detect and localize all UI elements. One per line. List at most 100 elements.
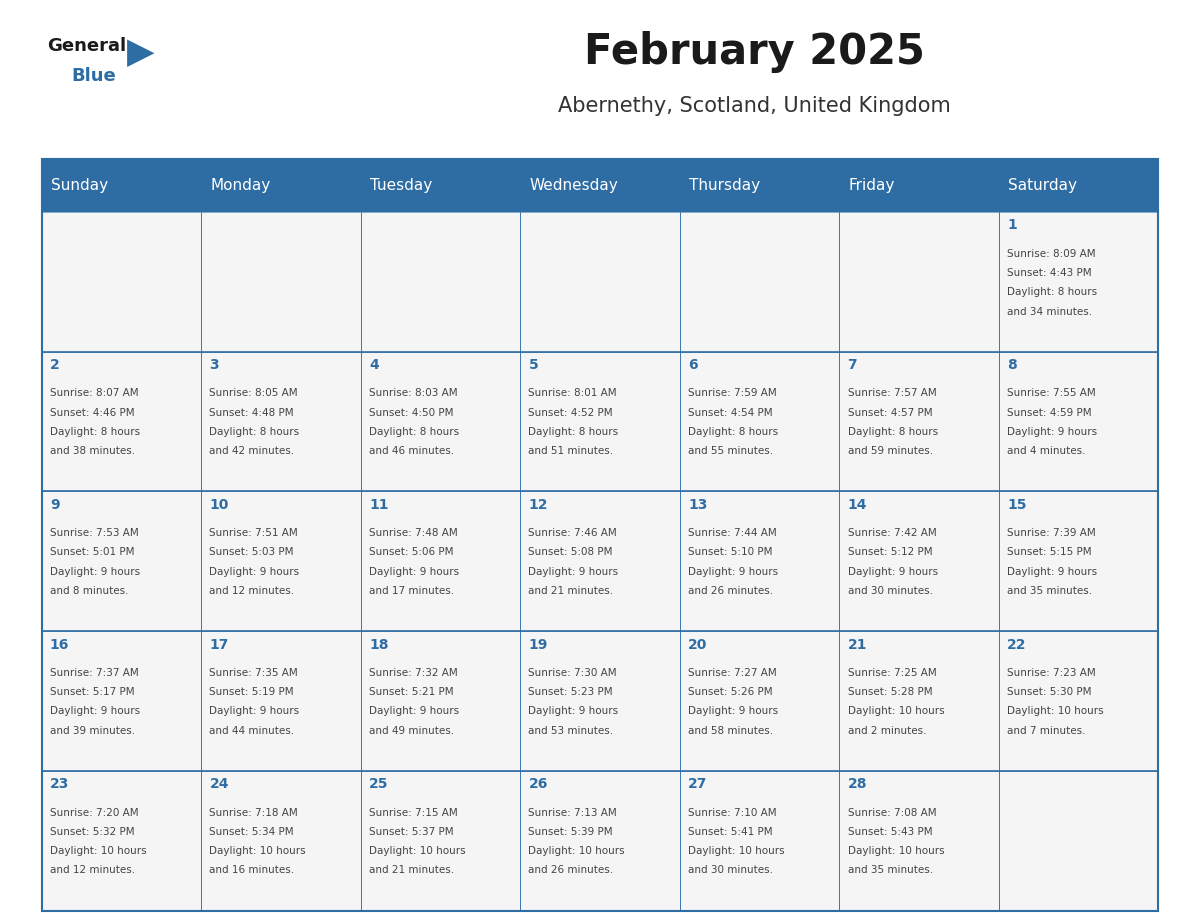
Text: 16: 16 <box>50 638 69 652</box>
Text: Daylight: 10 hours: Daylight: 10 hours <box>369 846 466 856</box>
Text: Daylight: 10 hours: Daylight: 10 hours <box>847 846 944 856</box>
Text: and 39 minutes.: and 39 minutes. <box>50 726 135 735</box>
Text: and 8 minutes.: and 8 minutes. <box>50 586 128 596</box>
Text: 28: 28 <box>847 778 867 791</box>
Text: Sunrise: 7:44 AM: Sunrise: 7:44 AM <box>688 528 777 538</box>
Text: Saturday: Saturday <box>1009 178 1078 193</box>
Text: Sunset: 5:10 PM: Sunset: 5:10 PM <box>688 547 772 557</box>
Text: Tuesday: Tuesday <box>371 178 432 193</box>
Text: Daylight: 9 hours: Daylight: 9 hours <box>1007 427 1098 437</box>
Text: Sunrise: 7:32 AM: Sunrise: 7:32 AM <box>369 668 457 677</box>
Text: and 21 minutes.: and 21 minutes. <box>529 586 614 596</box>
Text: and 26 minutes.: and 26 minutes. <box>688 586 773 596</box>
Text: Sunset: 5:15 PM: Sunset: 5:15 PM <box>1007 547 1092 557</box>
Text: Wednesday: Wednesday <box>530 178 619 193</box>
Text: 10: 10 <box>209 498 229 512</box>
Text: Daylight: 9 hours: Daylight: 9 hours <box>529 566 619 577</box>
Text: and 38 minutes.: and 38 minutes. <box>50 446 135 456</box>
Text: and 12 minutes.: and 12 minutes. <box>50 866 135 876</box>
Text: Sunrise: 7:48 AM: Sunrise: 7:48 AM <box>369 528 457 538</box>
Bar <box>520 771 680 911</box>
Bar <box>839 632 999 771</box>
Bar <box>201 632 361 771</box>
Text: 4: 4 <box>369 358 379 372</box>
Text: Sunset: 5:03 PM: Sunset: 5:03 PM <box>209 547 293 557</box>
Text: Daylight: 8 hours: Daylight: 8 hours <box>209 427 299 437</box>
Text: Sunrise: 7:30 AM: Sunrise: 7:30 AM <box>529 668 617 677</box>
Text: General: General <box>48 37 127 55</box>
Bar <box>361 352 520 491</box>
Bar <box>839 491 999 632</box>
Text: Daylight: 10 hours: Daylight: 10 hours <box>50 846 146 856</box>
Text: 15: 15 <box>1007 498 1026 512</box>
Text: Daylight: 8 hours: Daylight: 8 hours <box>529 427 619 437</box>
Text: and 49 minutes.: and 49 minutes. <box>369 726 454 735</box>
Bar <box>42 491 201 632</box>
Text: and 17 minutes.: and 17 minutes. <box>369 586 454 596</box>
Text: Thursday: Thursday <box>689 178 760 193</box>
Polygon shape <box>127 39 154 67</box>
Text: Sunrise: 7:37 AM: Sunrise: 7:37 AM <box>50 668 139 677</box>
Bar <box>42 159 1158 911</box>
Bar <box>361 632 520 771</box>
Text: 6: 6 <box>688 358 697 372</box>
Text: Sunset: 4:52 PM: Sunset: 4:52 PM <box>529 408 613 418</box>
Text: 12: 12 <box>529 498 548 512</box>
Text: Sunrise: 7:59 AM: Sunrise: 7:59 AM <box>688 388 777 398</box>
Bar <box>361 771 520 911</box>
Text: 27: 27 <box>688 778 707 791</box>
Text: Sunday: Sunday <box>51 178 108 193</box>
Text: Daylight: 9 hours: Daylight: 9 hours <box>847 566 937 577</box>
Text: and 30 minutes.: and 30 minutes. <box>847 586 933 596</box>
Text: and 21 minutes.: and 21 minutes. <box>369 866 454 876</box>
Text: February 2025: February 2025 <box>584 31 924 73</box>
Text: 1: 1 <box>1007 218 1017 232</box>
Text: Sunset: 4:43 PM: Sunset: 4:43 PM <box>1007 268 1092 278</box>
Text: Daylight: 9 hours: Daylight: 9 hours <box>369 707 459 716</box>
Text: Daylight: 8 hours: Daylight: 8 hours <box>847 427 937 437</box>
Text: Daylight: 9 hours: Daylight: 9 hours <box>209 707 299 716</box>
Text: and 35 minutes.: and 35 minutes. <box>1007 586 1092 596</box>
Text: Daylight: 10 hours: Daylight: 10 hours <box>1007 707 1104 716</box>
Bar <box>839 212 999 352</box>
Bar <box>42 212 201 352</box>
Bar <box>680 352 839 491</box>
Bar <box>520 352 680 491</box>
Text: Sunset: 4:48 PM: Sunset: 4:48 PM <box>209 408 295 418</box>
Text: Sunrise: 7:35 AM: Sunrise: 7:35 AM <box>209 668 298 677</box>
Bar <box>42 632 201 771</box>
Text: Sunset: 5:26 PM: Sunset: 5:26 PM <box>688 688 772 697</box>
Bar <box>201 212 361 352</box>
Text: Abernethy, Scotland, United Kingdom: Abernethy, Scotland, United Kingdom <box>558 95 950 116</box>
Text: and 59 minutes.: and 59 minutes. <box>847 446 933 456</box>
Text: Sunset: 5:06 PM: Sunset: 5:06 PM <box>369 547 454 557</box>
Text: and 2 minutes.: and 2 minutes. <box>847 726 927 735</box>
Text: and 30 minutes.: and 30 minutes. <box>688 866 773 876</box>
Text: and 42 minutes.: and 42 minutes. <box>209 446 295 456</box>
Text: 8: 8 <box>1007 358 1017 372</box>
Text: 13: 13 <box>688 498 707 512</box>
Text: Sunset: 4:50 PM: Sunset: 4:50 PM <box>369 408 454 418</box>
Bar <box>520 491 680 632</box>
Text: 5: 5 <box>529 358 538 372</box>
Text: Sunrise: 7:08 AM: Sunrise: 7:08 AM <box>847 808 936 818</box>
Text: Daylight: 10 hours: Daylight: 10 hours <box>688 846 784 856</box>
Bar <box>42 159 1158 212</box>
Text: 24: 24 <box>209 778 229 791</box>
Text: Daylight: 10 hours: Daylight: 10 hours <box>529 846 625 856</box>
Text: Sunrise: 7:18 AM: Sunrise: 7:18 AM <box>209 808 298 818</box>
Text: 7: 7 <box>847 358 858 372</box>
Text: Sunrise: 7:39 AM: Sunrise: 7:39 AM <box>1007 528 1095 538</box>
Text: Daylight: 9 hours: Daylight: 9 hours <box>1007 566 1098 577</box>
Text: Monday: Monday <box>210 178 271 193</box>
Text: 25: 25 <box>369 778 388 791</box>
Text: Daylight: 9 hours: Daylight: 9 hours <box>50 566 140 577</box>
Text: and 16 minutes.: and 16 minutes. <box>209 866 295 876</box>
Text: Sunset: 5:43 PM: Sunset: 5:43 PM <box>847 827 933 837</box>
Text: Daylight: 9 hours: Daylight: 9 hours <box>529 707 619 716</box>
Text: Sunset: 4:54 PM: Sunset: 4:54 PM <box>688 408 772 418</box>
Text: Sunset: 4:46 PM: Sunset: 4:46 PM <box>50 408 134 418</box>
Text: and 46 minutes.: and 46 minutes. <box>369 446 454 456</box>
Text: Daylight: 10 hours: Daylight: 10 hours <box>847 707 944 716</box>
Bar <box>201 771 361 911</box>
